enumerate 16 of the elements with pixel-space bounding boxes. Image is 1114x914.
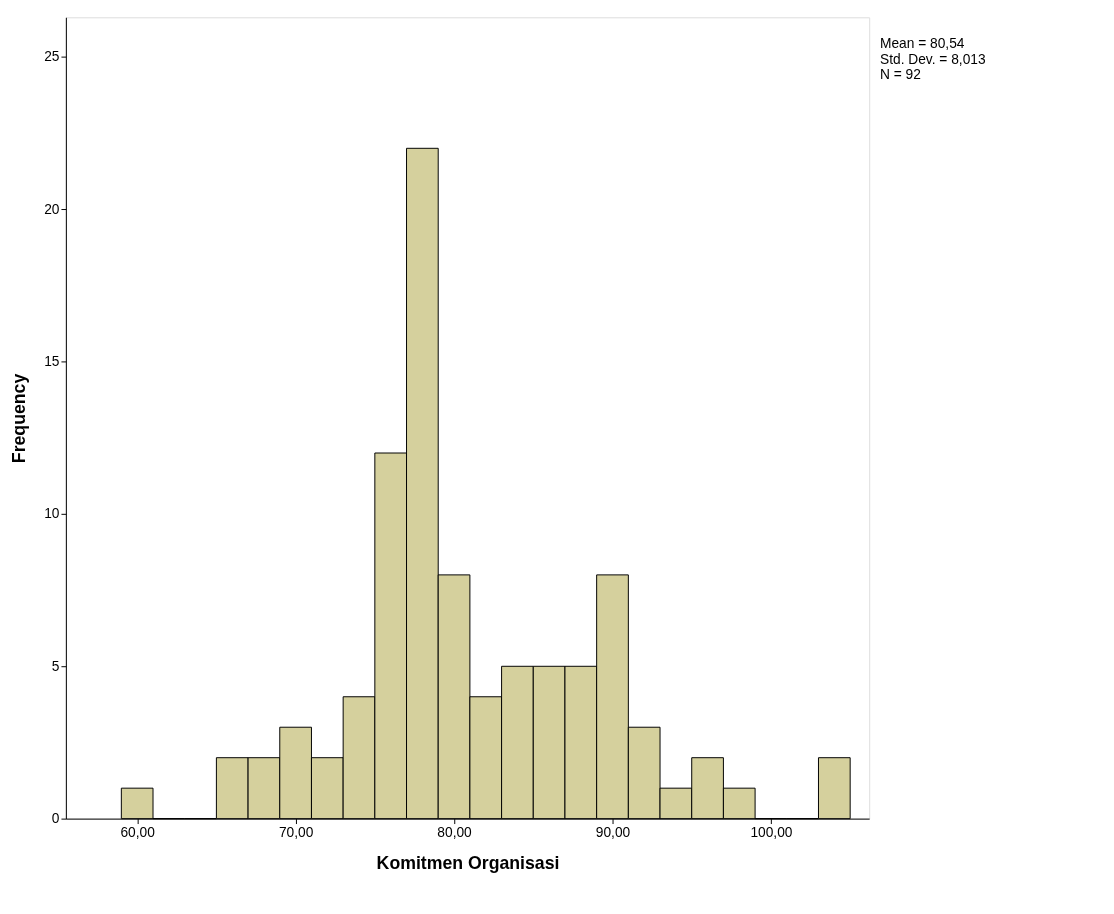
y-tick-label: 10 bbox=[44, 506, 60, 522]
x-tick-label: 80,00 bbox=[437, 824, 473, 840]
x-tick-label: 70,00 bbox=[278, 824, 314, 840]
text: N = 92 bbox=[879, 67, 921, 83]
x-tick-label: 90,00 bbox=[595, 824, 631, 840]
y-tick-label: 25 bbox=[44, 49, 60, 65]
x-tick-label: 100,00 bbox=[750, 824, 793, 840]
y-tick-label: 15 bbox=[44, 354, 60, 370]
y-axis-title: Frequency bbox=[8, 373, 29, 464]
x-tick-label: 60,00 bbox=[120, 824, 156, 840]
y-tick-label: 5 bbox=[51, 658, 60, 674]
y-tick-label: 20 bbox=[44, 201, 60, 217]
x-axis-title: Komitmen Organisasi bbox=[376, 853, 560, 874]
text: Mean = 80,54 bbox=[879, 35, 965, 51]
text: Std. Dev. = 8,013 bbox=[879, 51, 986, 67]
y-tick-label: 0 bbox=[51, 811, 60, 827]
